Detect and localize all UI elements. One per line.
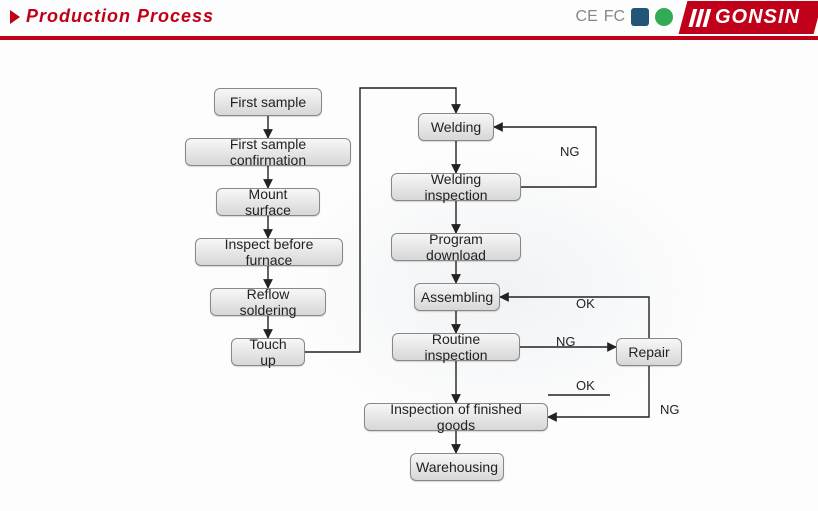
node-reflow-soldering: Reflow soldering [210, 288, 326, 316]
edge-label-ng: NG [660, 402, 680, 417]
node-welding: Welding [418, 113, 494, 141]
node-routine-inspection: Routine inspection [392, 333, 520, 361]
cert-badge-icon [655, 8, 673, 26]
logo-row: CE FC GONSIN [576, 0, 818, 34]
node-warehousing: Warehousing [410, 453, 504, 481]
node-touch-up: Touch up [231, 338, 305, 366]
title-marker-icon [10, 10, 20, 24]
node-mount-surface: Mount surface [216, 188, 320, 216]
node-inspect-before-furnace: Inspect before furnace [195, 238, 343, 266]
page-title: Production Process [26, 6, 214, 27]
node-program-download: Program download [391, 233, 521, 261]
node-welding-inspection: Welding inspection [391, 173, 521, 201]
edge-label-ok: OK [576, 296, 595, 311]
edge-label-ng: NG [560, 144, 580, 159]
node-inspection-finished-goods: Inspection of finished goods [364, 403, 548, 431]
brand-box: GONSIN [679, 1, 818, 34]
node-first-sample-confirmation: First sample confirmation [185, 138, 351, 166]
header: Production Process CE FC GONSIN [0, 0, 818, 36]
edge-label-ng: NG [556, 334, 576, 349]
cert-badges: CE FC [576, 8, 674, 26]
brand-stripes-icon [691, 8, 709, 26]
node-assembling: Assembling [414, 283, 500, 311]
cert-badge-icon [631, 8, 649, 26]
flowchart-edges [0, 40, 818, 510]
flowchart-canvas: First sample First sample confirmation M… [0, 40, 818, 510]
cert-fc: FC [604, 8, 625, 26]
node-first-sample: First sample [214, 88, 322, 116]
brand-name: GONSIN [715, 6, 800, 29]
node-repair: Repair [616, 338, 682, 366]
cert-ce: CE [576, 8, 598, 26]
edge-label-ok: OK [576, 378, 595, 393]
